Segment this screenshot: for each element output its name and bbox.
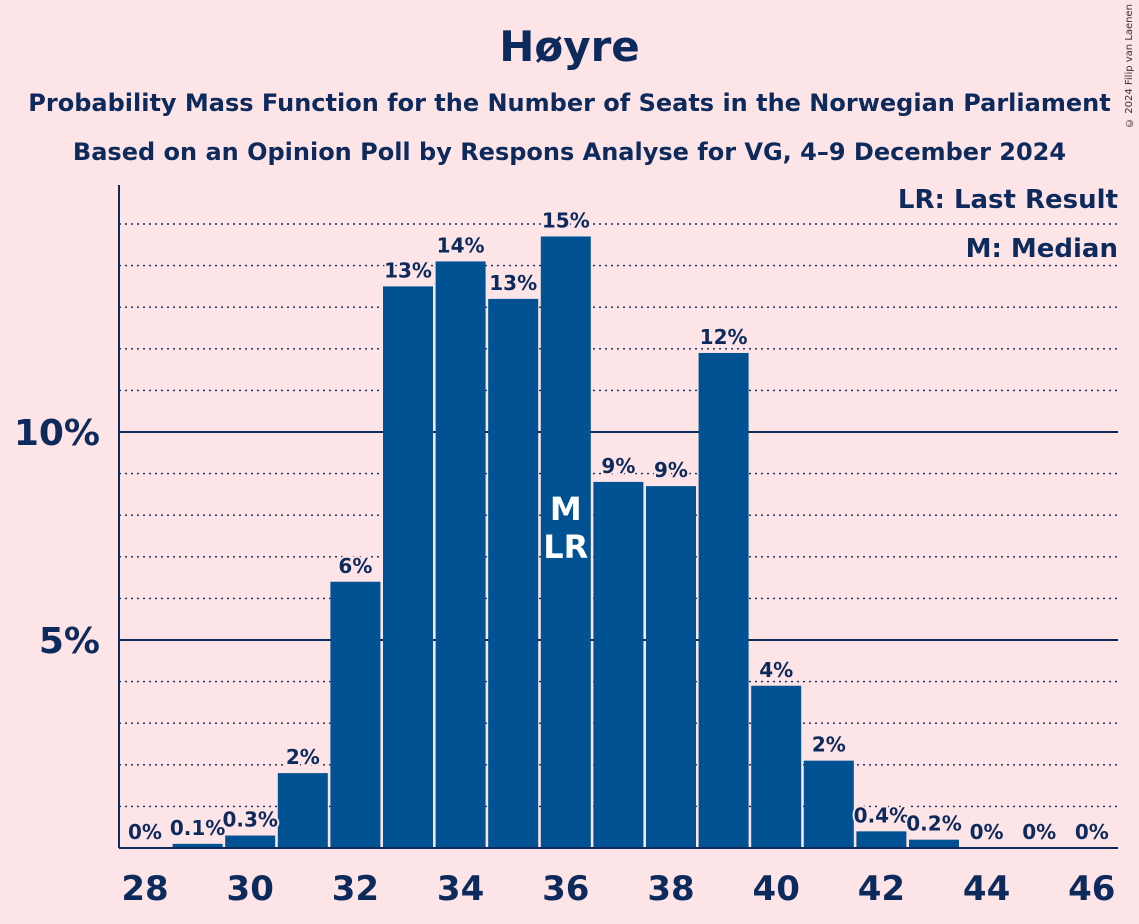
bar — [698, 352, 749, 848]
y-tick-label: 10% — [14, 413, 100, 454]
bar — [383, 286, 433, 848]
x-tick-label: 28 — [121, 869, 168, 909]
bar — [646, 486, 696, 848]
bar — [172, 843, 223, 848]
y-tick-label: 5% — [39, 621, 100, 662]
legend-median: M: Median — [966, 234, 1118, 264]
bar — [225, 835, 276, 848]
bar — [909, 839, 959, 848]
data-label: 13% — [384, 258, 432, 282]
data-label: 2% — [286, 745, 320, 769]
data-label: 2% — [812, 733, 846, 757]
x-tick-label: 40 — [753, 869, 800, 909]
data-label: 6% — [338, 554, 372, 578]
x-tick-label: 32 — [332, 869, 379, 909]
data-label: 0% — [970, 820, 1004, 844]
chart-subtitle-1: Probability Mass Function for the Number… — [28, 89, 1111, 117]
data-label: 9% — [654, 458, 688, 482]
bar — [803, 760, 854, 848]
data-label: 0.4% — [854, 803, 909, 827]
bars — [172, 236, 959, 849]
x-tick-label: 46 — [1068, 869, 1115, 909]
data-label: 0% — [128, 820, 162, 844]
bar — [435, 261, 486, 848]
data-labels: 0% 0.1%0.3% 2% 6% 13%14%13% 15% 9% 9% 12% 4% 2% 0.4… — [126, 206, 1111, 846]
bar — [330, 581, 381, 848]
bar — [856, 831, 907, 848]
chart-subtitle-2: Based on an Opinion Poll by Respons Anal… — [72, 138, 1067, 166]
data-label: 4% — [759, 658, 793, 682]
bar — [593, 481, 644, 848]
data-label: 0.1% — [170, 816, 225, 840]
bar — [488, 298, 539, 848]
axes: 5% 10% 28 30 32 34 36 38 40 42 44 46 — [14, 185, 1118, 909]
x-tick-label: 34 — [437, 869, 484, 909]
x-tick-label: 36 — [542, 869, 589, 909]
data-label: 12% — [700, 325, 748, 349]
data-label: 14% — [437, 233, 485, 257]
data-label: 0.2% — [906, 812, 961, 836]
bar — [751, 685, 802, 848]
bar — [540, 236, 591, 849]
data-label: 9% — [601, 454, 635, 478]
x-tick-label: 30 — [227, 869, 274, 909]
data-label: 0% — [1075, 820, 1109, 844]
x-tick-label: 38 — [647, 869, 694, 909]
bar — [277, 773, 328, 848]
median-marker: M — [550, 490, 582, 528]
x-tick-label: 44 — [963, 869, 1010, 909]
data-label: 0% — [1022, 820, 1056, 844]
x-tick-label: 42 — [858, 869, 905, 909]
legend-last-result: LR: Last Result — [898, 185, 1118, 215]
data-label: 15% — [542, 208, 590, 232]
data-label: 13% — [489, 271, 537, 295]
last-result-marker: LR — [543, 528, 588, 566]
data-label: 0.3% — [222, 808, 277, 832]
chart-title: Høyre — [499, 22, 640, 71]
